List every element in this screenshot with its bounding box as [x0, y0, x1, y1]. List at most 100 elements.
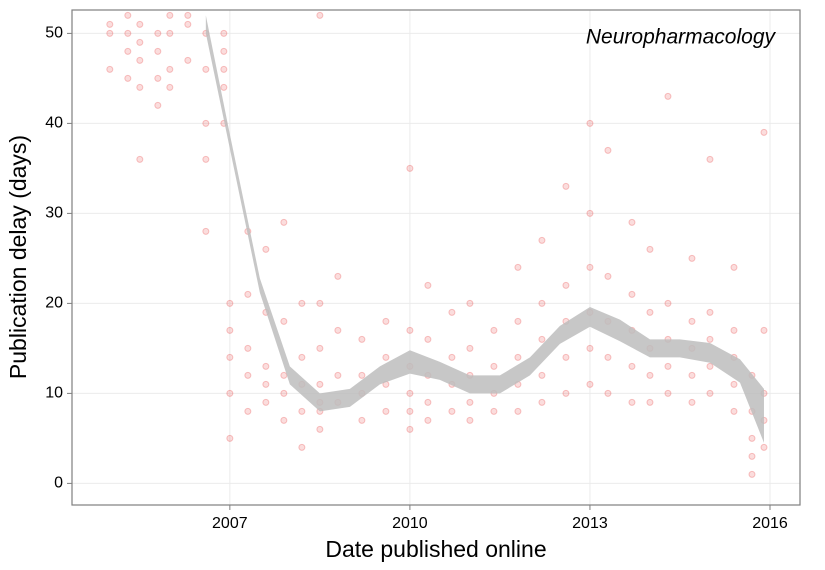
- point: [316, 425, 324, 433]
- point: [202, 119, 210, 127]
- point: [706, 308, 714, 316]
- y-tick-label: 50: [45, 25, 63, 42]
- point: [280, 416, 288, 424]
- point: [220, 29, 228, 37]
- point: [646, 245, 654, 253]
- point: [448, 308, 456, 316]
- grid: [72, 10, 800, 505]
- point: [406, 389, 414, 397]
- point: [184, 56, 192, 64]
- point: [490, 326, 498, 334]
- point: [262, 380, 270, 388]
- point: [136, 56, 144, 64]
- point: [316, 344, 324, 352]
- point: [628, 218, 636, 226]
- point: [748, 452, 756, 460]
- x-tick-label: 2013: [572, 515, 608, 532]
- point: [448, 407, 456, 415]
- point: [586, 380, 594, 388]
- point: [424, 335, 432, 343]
- point: [358, 416, 366, 424]
- point: [226, 299, 234, 307]
- point: [514, 407, 522, 415]
- point: [244, 407, 252, 415]
- point: [538, 398, 546, 406]
- point: [514, 353, 522, 361]
- point: [316, 11, 324, 19]
- point: [106, 65, 114, 73]
- point: [154, 101, 162, 109]
- y-tick-label: 0: [54, 475, 63, 492]
- point: [706, 155, 714, 163]
- point: [382, 407, 390, 415]
- point: [760, 128, 768, 136]
- point: [604, 353, 612, 361]
- point: [298, 443, 306, 451]
- point: [106, 20, 114, 28]
- marks: [106, 11, 768, 478]
- point: [124, 29, 132, 37]
- point: [688, 371, 696, 379]
- point: [562, 389, 570, 397]
- point: [382, 317, 390, 325]
- point: [664, 299, 672, 307]
- point: [166, 65, 174, 73]
- point: [298, 407, 306, 415]
- point: [406, 407, 414, 415]
- point: [124, 11, 132, 19]
- point: [262, 245, 270, 253]
- point: [166, 11, 174, 19]
- point: [262, 362, 270, 370]
- point: [688, 254, 696, 262]
- point: [586, 263, 594, 271]
- point: [358, 335, 366, 343]
- point: [244, 290, 252, 298]
- x-tick-label: 2007: [212, 515, 248, 532]
- point: [184, 20, 192, 28]
- point: [202, 227, 210, 235]
- point: [136, 38, 144, 46]
- point: [280, 371, 288, 379]
- point: [124, 47, 132, 55]
- point: [424, 416, 432, 424]
- point: [586, 344, 594, 352]
- point: [538, 299, 546, 307]
- point: [244, 371, 252, 379]
- point: [538, 236, 546, 244]
- point: [748, 470, 756, 478]
- point: [220, 65, 228, 73]
- point: [202, 65, 210, 73]
- point: [220, 47, 228, 55]
- point: [298, 299, 306, 307]
- point: [706, 362, 714, 370]
- point: [586, 119, 594, 127]
- point: [604, 272, 612, 280]
- axes: 0 10 20 30 40 50 2007 2010 2013 2016: [45, 25, 788, 533]
- y-tick-label: 30: [45, 205, 63, 222]
- point: [490, 407, 498, 415]
- point: [664, 389, 672, 397]
- x-tick-label: 2010: [392, 515, 428, 532]
- point: [538, 335, 546, 343]
- point: [562, 281, 570, 289]
- plot-border: [71, 9, 801, 506]
- point: [514, 263, 522, 271]
- point: [298, 353, 306, 361]
- point: [136, 155, 144, 163]
- point: [706, 389, 714, 397]
- point: [280, 218, 288, 226]
- point: [280, 389, 288, 397]
- point: [154, 29, 162, 37]
- point: [166, 83, 174, 91]
- point: [748, 434, 756, 442]
- point: [226, 389, 234, 397]
- point: [154, 74, 162, 82]
- point: [514, 317, 522, 325]
- point: [646, 371, 654, 379]
- point: [316, 299, 324, 307]
- point: [316, 380, 324, 388]
- point: [334, 371, 342, 379]
- point: [154, 47, 162, 55]
- point: [406, 164, 414, 172]
- point: [646, 308, 654, 316]
